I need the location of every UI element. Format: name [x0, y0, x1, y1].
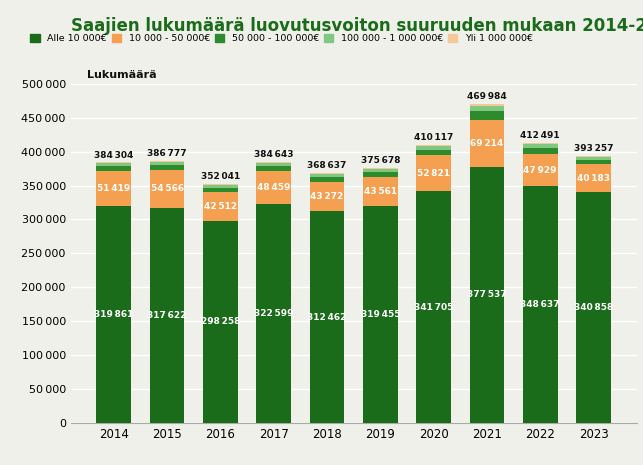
Bar — [150, 165, 185, 171]
Bar — [310, 211, 344, 423]
Text: Saajien lukumäärä luovutusvoiton suuruuden mukaan 2014-2023: Saajien lukumäärä luovutusvoiton suuruud… — [71, 17, 643, 35]
Bar — [310, 174, 344, 177]
Text: 43 561: 43 561 — [364, 187, 397, 196]
Bar — [469, 167, 504, 423]
Bar — [96, 163, 131, 166]
Text: 40 183: 40 183 — [577, 173, 610, 183]
Text: 47 929: 47 929 — [523, 166, 557, 175]
Bar — [150, 171, 185, 207]
Legend: Alle 10 000€, 10 000 - 50 000€, 50 000 - 100 000€, 100 000 - 1 000 000€, Yli 1 0: Alle 10 000€, 10 000 - 50 000€, 50 000 -… — [30, 34, 533, 43]
Text: 410 117: 410 117 — [414, 133, 453, 142]
Text: 319 455: 319 455 — [361, 310, 400, 319]
Bar — [416, 146, 451, 150]
Bar — [363, 206, 397, 423]
Bar — [96, 166, 131, 171]
Bar — [257, 162, 291, 163]
Text: 69 214: 69 214 — [470, 139, 503, 148]
Bar — [150, 162, 185, 165]
Bar — [203, 221, 238, 423]
Bar — [203, 184, 238, 185]
Text: 341 705: 341 705 — [414, 303, 453, 312]
Text: 317 622: 317 622 — [147, 311, 186, 320]
Bar — [523, 186, 557, 423]
Bar — [416, 145, 451, 146]
Bar — [363, 169, 397, 172]
Bar — [576, 157, 611, 160]
Bar — [469, 111, 504, 120]
Text: 54 566: 54 566 — [150, 185, 184, 193]
Text: 393 257: 393 257 — [574, 145, 613, 153]
Text: 469 984: 469 984 — [467, 93, 507, 101]
Text: 375 678: 375 678 — [361, 156, 400, 166]
Text: 298 258: 298 258 — [201, 318, 240, 326]
Bar — [576, 192, 611, 423]
Text: 412 491: 412 491 — [520, 132, 560, 140]
Text: 322 599: 322 599 — [254, 309, 293, 318]
Bar — [96, 206, 131, 423]
Bar — [363, 172, 397, 177]
Bar — [523, 143, 557, 144]
Text: 368 637: 368 637 — [307, 161, 347, 170]
Text: 386 777: 386 777 — [147, 149, 187, 158]
Bar — [310, 173, 344, 174]
Bar — [203, 188, 238, 192]
Bar — [469, 120, 504, 167]
Text: 51 419: 51 419 — [97, 184, 131, 193]
Bar — [576, 160, 611, 165]
Bar — [310, 177, 344, 182]
Bar — [469, 104, 504, 106]
Text: 384 643: 384 643 — [254, 150, 293, 159]
Bar — [203, 185, 238, 188]
Bar — [257, 163, 291, 166]
Bar — [150, 207, 185, 423]
Bar — [96, 162, 131, 163]
Text: 52 821: 52 821 — [417, 169, 450, 178]
Bar — [310, 182, 344, 211]
Text: 340 858: 340 858 — [574, 303, 613, 312]
Bar — [96, 171, 131, 206]
Bar — [257, 171, 291, 204]
Bar — [257, 166, 291, 171]
Text: 312 462: 312 462 — [307, 312, 347, 322]
Bar — [576, 156, 611, 157]
Bar — [416, 150, 451, 155]
Text: 348 637: 348 637 — [520, 300, 560, 309]
Bar — [150, 160, 185, 162]
Text: 42 512: 42 512 — [204, 202, 237, 211]
Bar — [416, 191, 451, 423]
Text: 384 304: 384 304 — [94, 151, 134, 159]
Bar — [469, 106, 504, 111]
Text: 319 861: 319 861 — [94, 310, 134, 319]
Text: 377 537: 377 537 — [467, 291, 507, 299]
Bar — [416, 155, 451, 191]
Bar — [363, 168, 397, 169]
Bar — [257, 204, 291, 423]
Bar — [363, 177, 397, 206]
Text: Lukumäärä: Lukumäärä — [87, 70, 157, 80]
Text: 43 272: 43 272 — [311, 192, 343, 201]
Text: 48 459: 48 459 — [257, 183, 291, 192]
Bar — [523, 148, 557, 154]
Bar — [523, 154, 557, 186]
Bar — [576, 165, 611, 192]
Bar — [203, 192, 238, 221]
Bar — [523, 144, 557, 148]
Text: 352 041: 352 041 — [201, 173, 240, 181]
